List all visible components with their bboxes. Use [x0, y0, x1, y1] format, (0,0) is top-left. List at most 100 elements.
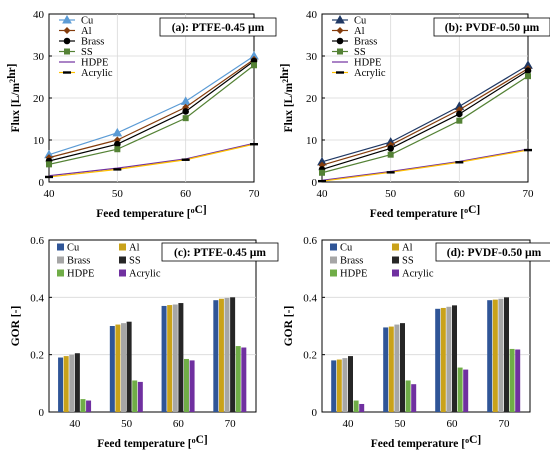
bar-hdpe [80, 399, 86, 412]
data-point [251, 62, 257, 69]
series-ss [319, 73, 531, 176]
data-point [114, 146, 121, 153]
legend-entry: Acrylic [392, 269, 434, 280]
bar-ss [348, 356, 353, 412]
data-point [114, 140, 121, 148]
y-tick-label: 10 [306, 135, 318, 147]
x-tick-label: 40 [69, 418, 81, 430]
legend-swatch [119, 269, 126, 277]
plot-frame [321, 239, 531, 413]
bar-ss [452, 305, 457, 412]
y-tick-label: 0 [312, 407, 318, 419]
legend-entry: HDPE [57, 269, 94, 280]
legend-swatch [330, 256, 337, 264]
legend-swatch [57, 269, 64, 277]
legend-label: Al [129, 243, 140, 254]
y-tick-label: 0 [39, 407, 45, 419]
data-point [182, 108, 189, 115]
legend-entry: Acrylic [119, 269, 161, 280]
bar-brass [498, 298, 504, 412]
bar-cu [435, 308, 441, 412]
bar-al [388, 326, 394, 412]
series-brass [45, 57, 258, 165]
bar-acrylic [241, 347, 247, 412]
legend-label: Acrylic [402, 269, 434, 280]
legend-entry: Brass [59, 37, 104, 48]
legend-entry: HDPE [330, 269, 367, 280]
series-brass [318, 67, 532, 173]
bar-acrylic [137, 381, 143, 412]
x-tick-label: 40 [44, 188, 56, 200]
title-frame [433, 17, 550, 37]
y-axis-label: Flux [L/m2hr] [279, 64, 295, 133]
legend-entry: Al [332, 26, 365, 37]
x-tick-label: 50 [395, 418, 407, 430]
series-line [48, 55, 255, 156]
legend-entry: Brass [330, 256, 363, 267]
bar-brass [224, 297, 230, 412]
x-axis-label: Feed temperature [oC] [371, 434, 481, 450]
legend-label: HDPE [67, 269, 94, 280]
series-line [48, 60, 255, 162]
chart-panel-4: 0 0.2 0.4 0.6 GOR [-] Feed temperature [oC] 40… [283, 235, 550, 450]
y-axis-label: GOR [-] [10, 306, 22, 347]
bar-cu [487, 300, 493, 412]
bar-brass [172, 304, 178, 412]
bar-brass [446, 306, 452, 412]
bar-ss [230, 297, 236, 412]
y-tick-label: 0.4 [303, 292, 317, 304]
series-hdpe [48, 142, 255, 177]
x-axis-label: Feed temperature [oC] [370, 204, 480, 220]
chart-title: (d): PVDF-0.50 µm [447, 247, 542, 259]
series-line [48, 58, 255, 159]
bar-ss [178, 303, 184, 412]
series-line [321, 64, 529, 163]
legend-swatch [392, 256, 399, 264]
legend-entry: Al [119, 243, 140, 254]
legend-entry: Cu [330, 243, 353, 254]
bar-brass [69, 354, 75, 412]
legend-swatch [392, 243, 399, 251]
x-tick-label: 40 [343, 418, 355, 430]
legend-entry: Cu [332, 14, 367, 27]
series-acrylic [318, 148, 532, 183]
x-tick-label: 70 [523, 188, 535, 200]
bar-hdpe [457, 367, 463, 412]
legend-label: SS [354, 47, 366, 58]
chart-panel-3: 0 0.2 0.4 0.6 GOR [-] Feed temperature [oC] 40… [10, 235, 279, 450]
series-line [321, 148, 529, 181]
x-tick-label: 50 [121, 418, 133, 430]
legend-label: HDPE [354, 58, 381, 69]
bar-ss [126, 321, 132, 412]
data-point [455, 161, 464, 164]
bar-brass [121, 323, 127, 412]
chart-panel-2: 0 10 20 30 40 Flux [L/m2hr] Feed temperature [… [279, 9, 550, 220]
legend-entry: Al [59, 26, 92, 37]
data-point [456, 117, 463, 124]
data-point [319, 169, 325, 176]
x-tick-label: 60 [173, 418, 185, 430]
series-line [48, 64, 255, 165]
bar-cu [161, 305, 167, 412]
legend-label: HDPE [340, 269, 367, 280]
series-line [48, 142, 255, 177]
legend-label: Brass [340, 256, 363, 267]
bar-cu [58, 357, 64, 412]
legend-label: Al [81, 26, 92, 37]
legend-entry: Cu [59, 14, 94, 27]
bar-cu [331, 360, 337, 412]
legend-marker [64, 48, 70, 55]
legend-entry: Acrylic [332, 68, 386, 79]
x-tick-label: 50 [385, 188, 397, 200]
legend-marker [63, 27, 71, 34]
bar-al [115, 324, 121, 412]
legend-label: Cu [67, 243, 80, 254]
legend-swatch [330, 269, 337, 277]
bar-hdpe [183, 358, 189, 412]
data-point [182, 115, 189, 122]
legend-entry: HDPE [332, 58, 381, 69]
bar-hdpe [509, 348, 515, 412]
data-point [456, 110, 463, 118]
y-tick-label: 0.6 [303, 235, 317, 247]
chart-title-box: (d): PVDF-0.50 µm [435, 242, 550, 262]
